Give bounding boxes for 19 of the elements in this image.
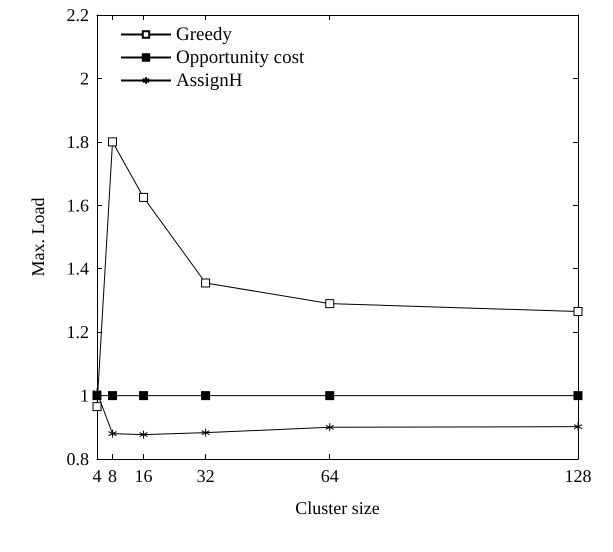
legend-label: Opportunity cost [176,47,305,68]
x-tick-label: 16 [134,466,153,486]
legend-label: AssignH [176,70,243,91]
y-tick-label: 1.8 [66,132,89,152]
y-axis-title: Max. Load [28,198,48,276]
y-tick-label: 1.4 [66,258,89,279]
y-tick-label: 1 [80,386,89,406]
x-tick-label: 64 [320,466,339,486]
y-tick-label: 2 [80,68,89,88]
y-tick-label: 1.2 [66,322,89,342]
x-tick-label: 8 [108,466,118,486]
x-tick-label: 4 [92,466,102,486]
x-tick-label: 32 [196,466,215,486]
x-axis-title: Cluster size [295,498,380,518]
y-tick-label: 2.2 [66,5,89,25]
y-tick-label: 1.6 [66,195,89,216]
x-tick-label: 128 [564,466,592,486]
legend-label: Greedy [176,24,232,45]
y-tick-label: 0.8 [66,449,89,469]
